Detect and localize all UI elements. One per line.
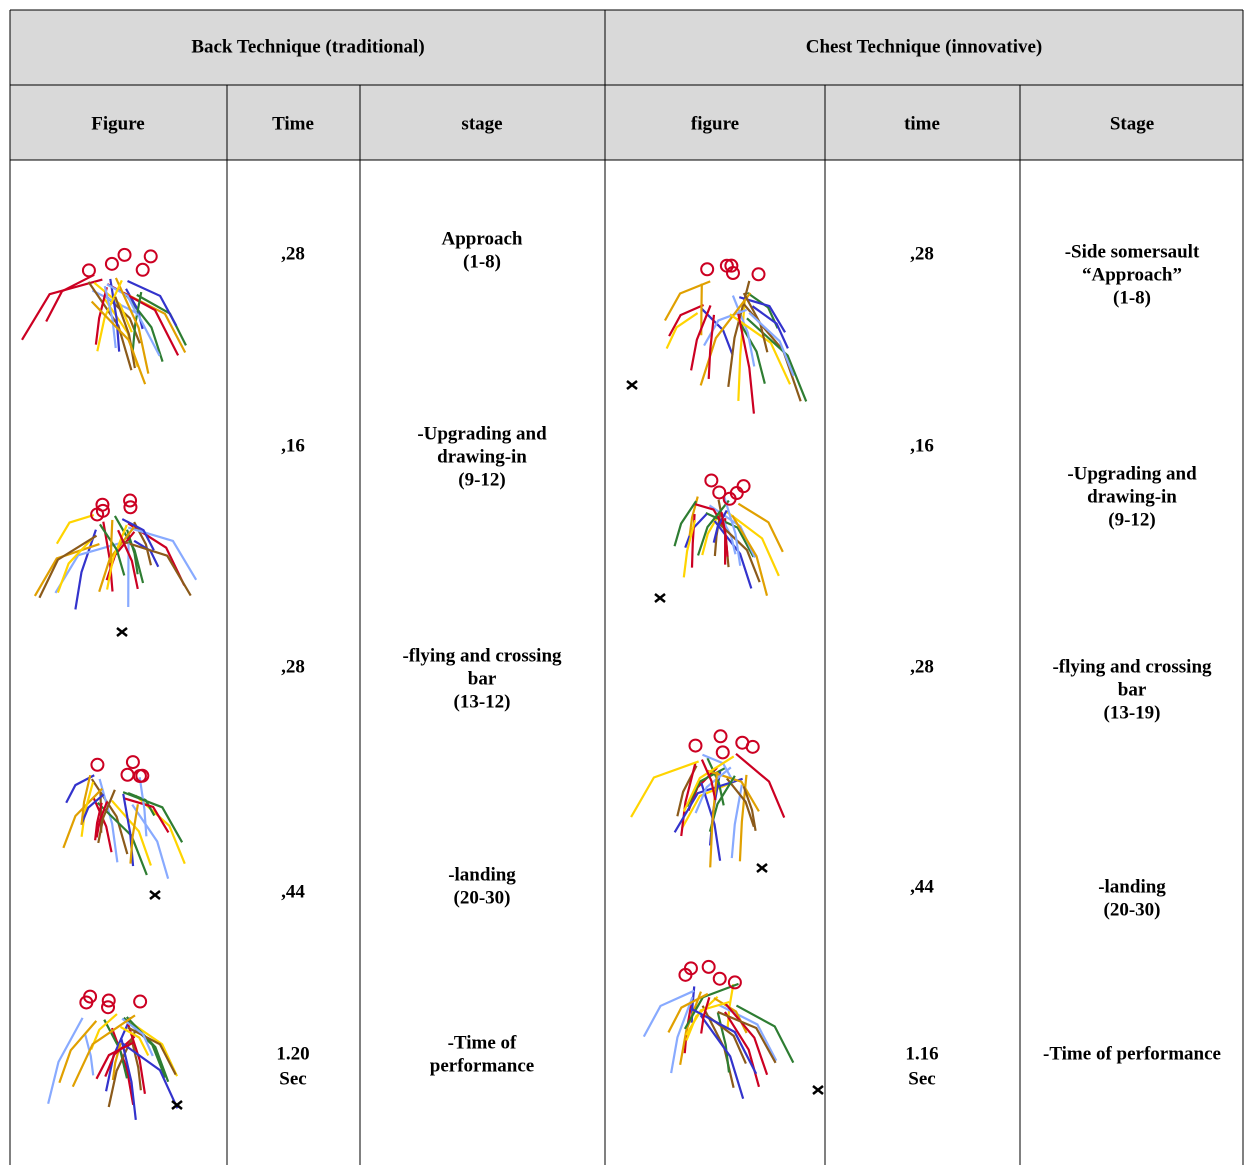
figure-stroke: [46, 275, 94, 322]
x-marker: [757, 864, 767, 872]
figure-joint: [714, 973, 726, 985]
figure-stroke: [130, 804, 137, 863]
figure-joint: [83, 264, 95, 276]
stage-cell: -Upgrading and: [417, 423, 547, 444]
stage-cell: (9-12): [458, 469, 505, 490]
time-cell: ,16: [281, 435, 305, 456]
stage-cell: drawing-in: [437, 446, 527, 467]
stage-cell: -landing: [448, 864, 516, 885]
figures: [22, 249, 823, 1120]
x-marker: [117, 628, 127, 636]
x-marker: [655, 594, 665, 602]
time-cell: 1.16: [905, 1043, 938, 1064]
stage-cell: Approach: [442, 228, 523, 249]
figure-joint: [106, 258, 118, 270]
figure-stroke: [710, 772, 717, 868]
stage-cell: -Time of: [448, 1032, 517, 1053]
figure-joint: [717, 746, 729, 758]
stage-cell: bar: [468, 668, 497, 689]
figure-joint: [747, 741, 759, 753]
time-cell: ,28: [281, 656, 305, 677]
stage-cell: bar: [1118, 679, 1147, 700]
figure-joint: [122, 769, 134, 781]
stage-cell: -flying and crossing: [402, 645, 562, 666]
figure-joint: [705, 474, 717, 486]
stage-cell: -Upgrading and: [1067, 463, 1197, 484]
time-cell: Sec: [908, 1068, 935, 1089]
column-header: time: [904, 113, 940, 134]
figure-joint: [689, 740, 701, 752]
figure-stroke: [744, 786, 756, 830]
table: Back Technique (traditional) Chest Techn…: [0, 0, 1245, 1165]
figure-joint: [127, 756, 139, 768]
time-cell: ,44: [281, 881, 305, 902]
figure-stroke: [22, 280, 102, 340]
stage-cell: -flying and crossing: [1052, 656, 1212, 677]
figure-stroke: [738, 504, 782, 552]
stage-cell: “Approach”: [1082, 264, 1182, 285]
time-cell: 1.20: [276, 1043, 309, 1064]
figure-joint: [137, 264, 149, 276]
column-header: Time: [272, 113, 314, 134]
column-header: stage: [461, 113, 502, 134]
x-marker: [627, 381, 637, 389]
stage-cell: (13-12): [454, 691, 511, 712]
figure-joint: [715, 730, 727, 742]
figure-stroke: [665, 281, 710, 320]
figure-stroke: [57, 515, 94, 544]
figure-joint: [729, 976, 741, 988]
figure-stroke: [85, 1034, 93, 1076]
time-cell: Sec: [279, 1068, 306, 1089]
stage-cell: -Time of performance: [1043, 1043, 1221, 1064]
time-cell: ,16: [910, 435, 934, 456]
figure-joint: [134, 996, 146, 1008]
stage-cell: (9-12): [1108, 509, 1155, 530]
stage-cell: (20-30): [454, 887, 511, 908]
figure-stroke: [715, 521, 752, 588]
figure-stroke: [58, 538, 93, 593]
figure-stroke: [122, 541, 191, 595]
time-cell: ,44: [910, 876, 934, 897]
figure-joint: [145, 250, 157, 262]
figure-joint: [119, 249, 131, 261]
column-header: figure: [691, 113, 739, 134]
figure-stroke: [48, 1018, 82, 1104]
header-cell: Chest Technique (innovative): [806, 36, 1042, 57]
figure-stroke: [132, 805, 168, 879]
stage-cell: drawing-in: [1087, 486, 1177, 507]
stage-cell: -landing: [1098, 876, 1166, 897]
figure-joint: [713, 486, 725, 498]
figure-joint: [753, 268, 765, 280]
figure-joint: [91, 759, 103, 771]
figure-joint: [738, 480, 750, 492]
stage-cell: performance: [430, 1055, 534, 1076]
stage-cell: (20-30): [1104, 899, 1161, 920]
table-grid: [10, 10, 1243, 1165]
stage-cell: (1-8): [1113, 287, 1151, 308]
time-cell: ,28: [910, 243, 934, 264]
figure-joint: [703, 961, 715, 973]
column-header: Figure: [91, 113, 144, 134]
time-cell: ,28: [281, 243, 305, 264]
stage-cell: -Side somersault: [1065, 241, 1200, 262]
time-cell: ,28: [910, 656, 934, 677]
figure-stroke: [140, 777, 147, 836]
x-marker: [150, 891, 160, 899]
x-marker: [813, 1086, 823, 1094]
stage-cell: (13-19): [1104, 702, 1161, 723]
stage-cell: (1-8): [463, 251, 501, 272]
header-cell: Back Technique (traditional): [191, 36, 424, 57]
figure-joint: [701, 263, 713, 275]
column-header: Stage: [1110, 113, 1154, 134]
